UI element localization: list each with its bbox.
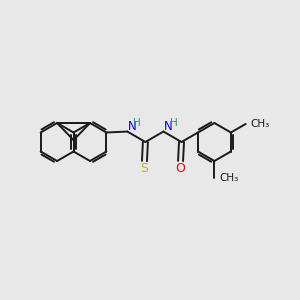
Text: N: N (128, 120, 137, 133)
Text: O: O (176, 161, 185, 175)
Text: CH₃: CH₃ (251, 119, 270, 129)
Text: N: N (164, 120, 173, 133)
Text: H: H (134, 118, 141, 128)
Text: CH₃: CH₃ (219, 173, 239, 183)
Text: H: H (169, 118, 177, 128)
Text: S: S (140, 161, 148, 175)
